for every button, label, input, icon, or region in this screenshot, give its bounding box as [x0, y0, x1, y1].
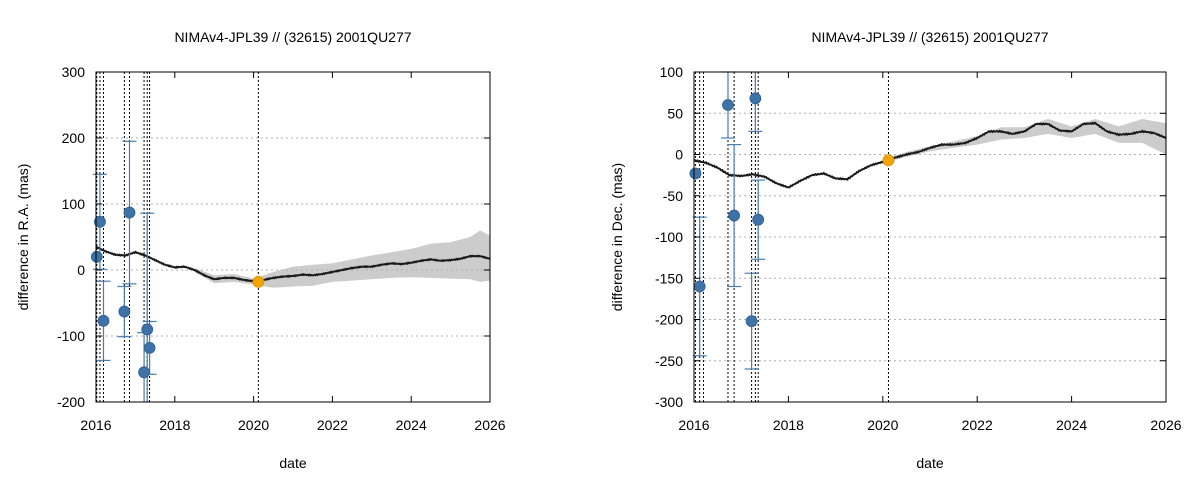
ra-x-axis-label: date	[279, 455, 306, 471]
ra-x-tick-label: 2024	[396, 417, 427, 433]
ra-y-tick-label: -100	[57, 328, 85, 344]
ra-observation-point	[118, 305, 131, 318]
dec-uncertainty-band-layer	[882, 119, 1166, 163]
ra-observation-point	[90, 250, 103, 263]
dec-y-tick-label: -150	[655, 270, 683, 286]
dec-observation-point	[722, 99, 734, 111]
dec-y-tick-label: -250	[655, 353, 683, 369]
dec-observation-point	[689, 167, 702, 180]
ra-uncertainty-band-layer	[194, 230, 490, 288]
ra-observation-point	[143, 341, 156, 354]
ra-observation-points	[90, 206, 156, 379]
dec-x-tick-label: 2022	[962, 417, 993, 433]
ra-observation-point	[97, 314, 110, 327]
dec-x-tick-label: 2018	[773, 417, 804, 433]
ra-reference-layer	[252, 275, 265, 288]
ra-observation-point	[141, 323, 154, 336]
ra-chart-title: NIMAv4-JPL39 // (32615) 2001QU277	[174, 29, 411, 45]
dec-orbit-curve	[694, 121, 1167, 189]
ra-reference-point	[252, 275, 265, 288]
ra-observation-point	[138, 366, 150, 379]
dec-y-tick-label: -200	[655, 312, 683, 328]
dec-observation-point	[752, 213, 765, 226]
dec-x-tick-label: 2024	[1056, 417, 1087, 433]
dec-observation-point	[728, 209, 741, 222]
ra-y-tick-label: 200	[62, 130, 86, 146]
ra-panel: 2016 2018 2020 2022 2024 2026 -200 -100 0 100 200 3…	[15, 29, 506, 471]
ra-x-tick-label: 2016	[80, 417, 111, 433]
dec-x-tick-label: 2020	[867, 417, 898, 433]
dec-panel: 2016 2018 2020 2022 2024 2026 -300 -250 -200 -150…	[609, 29, 1182, 471]
dec-y-axis-label: difference in Dec. (mas)	[609, 163, 625, 311]
ra-orbit-curve	[95, 245, 491, 284]
ra-x-tick-label: 2026	[474, 417, 505, 433]
dec-x-tick-label: 2026	[1150, 417, 1181, 433]
dec-x-tick-label: 2016	[678, 417, 709, 433]
ra-y-tick-label: 300	[62, 64, 86, 80]
dec-y-tick-label: 0	[675, 147, 683, 163]
dec-y-tick-label: 50	[667, 105, 683, 121]
dec-x-axis-label: date	[916, 455, 943, 471]
ra-y-tick-label: -200	[57, 394, 85, 410]
dec-y-tick-label: 100	[660, 64, 684, 80]
dec-reference-layer	[882, 154, 895, 167]
dec-axis-ticks: 2016 2018 2020 2022 2024 2026 -300 -250 -200 -150…	[655, 64, 1182, 433]
dec-orbit-curve-layer	[694, 121, 1167, 189]
ra-observation-markers	[96, 72, 259, 402]
ra-x-tick-label: 2020	[238, 417, 269, 433]
dec-reference-point	[882, 154, 895, 167]
dec-gridlines	[694, 112, 1166, 362]
dec-y-tick-label: -50	[663, 188, 683, 204]
ra-observation-point	[94, 215, 106, 228]
ra-x-tick-label: 2018	[159, 417, 190, 433]
dec-observation-point	[693, 280, 706, 293]
dec-y-tick-label: -300	[655, 394, 683, 410]
dec-observation-point	[749, 92, 762, 105]
ra-axis-ticks: 2016 2018 2020 2022 2024 2026 -200 -100 0 100 200 3…	[57, 64, 506, 433]
dec-y-tick-label: -100	[655, 229, 683, 245]
dec-observation-point	[745, 315, 758, 328]
ra-observation-point	[123, 206, 136, 219]
dec-observation-points	[689, 92, 765, 328]
ra-x-tick-label: 2022	[317, 417, 348, 433]
ra-gridlines	[96, 137, 490, 337]
ra-orbit-curve-layer	[95, 245, 491, 284]
dec-uncertainty-band	[882, 119, 1166, 163]
dec-chart-title: NIMAv4-JPL39 // (32615) 2001QU277	[811, 29, 1048, 45]
ra-uncertainty-band	[194, 230, 490, 288]
ra-y-tick-label: 0	[77, 262, 85, 278]
ra-plot-frame	[95, 71, 491, 403]
ra-y-tick-label: 100	[62, 196, 86, 212]
ra-y-axis-label: difference in R.A. (mas)	[15, 164, 31, 311]
